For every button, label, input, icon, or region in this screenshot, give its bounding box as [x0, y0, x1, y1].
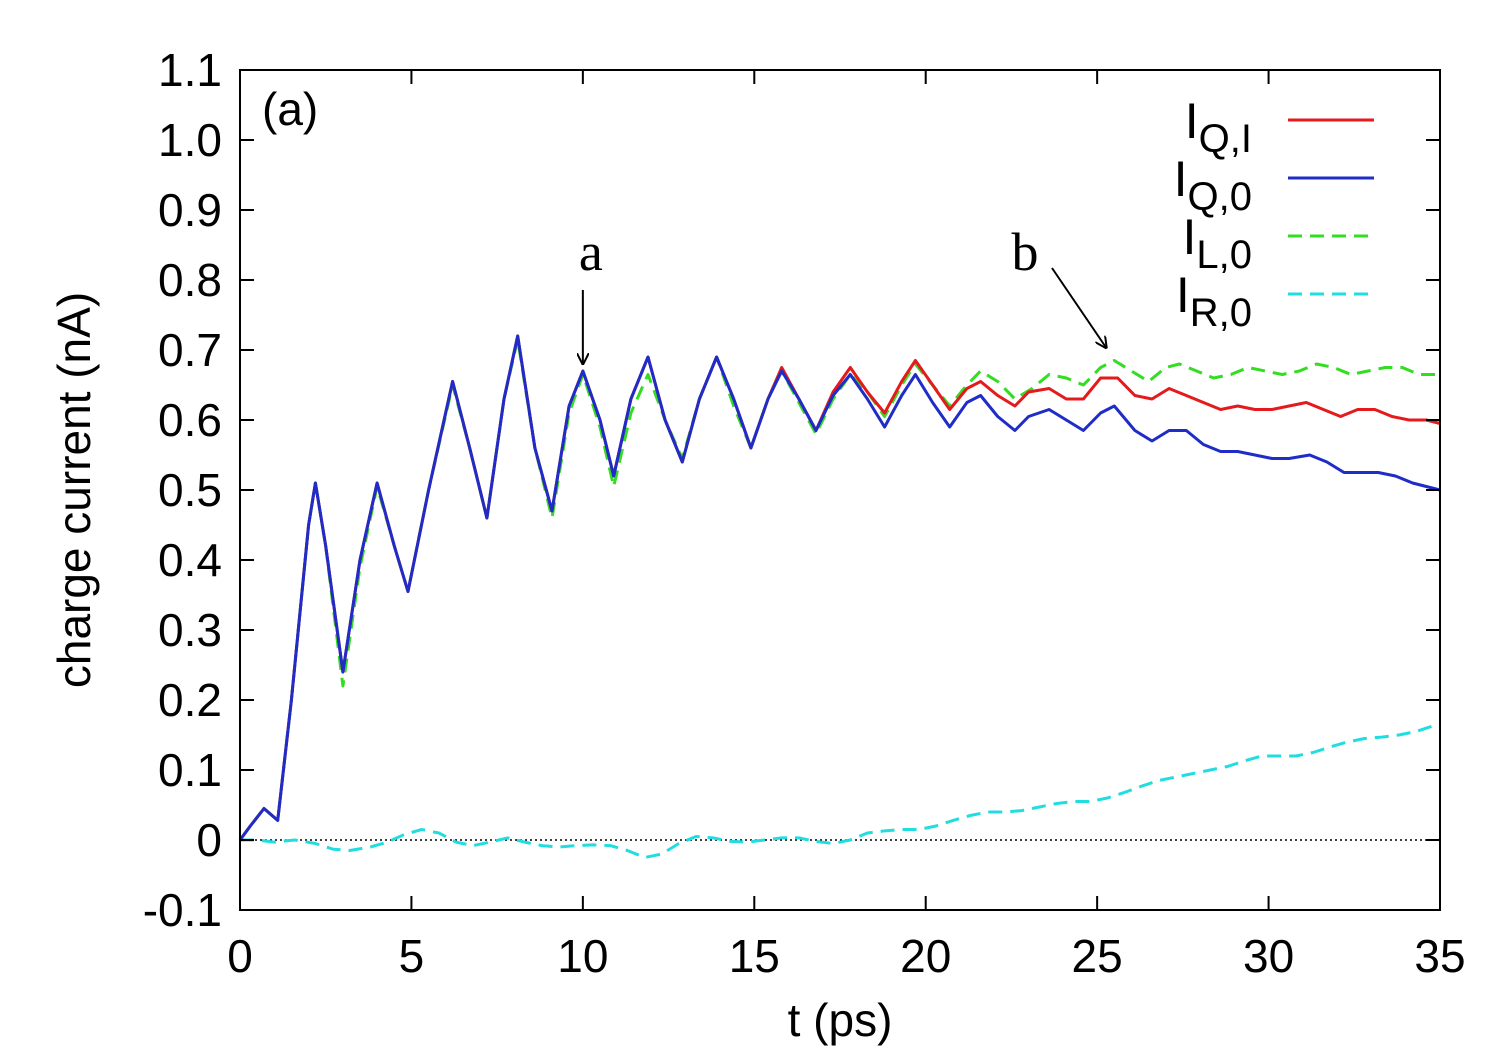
ticks-layer — [239, 69, 1441, 911]
legend-label: IL,0 — [1182, 209, 1252, 277]
tick-labels-layer: 0 5 10 15 20 25 30 35-0.100.10.20.30.40.50.60.7… — [143, 44, 1466, 982]
y-tick-label: 0.4 — [158, 534, 222, 586]
y-tick-label: 0.1 — [158, 744, 222, 796]
y-tick-label: 0.7 — [158, 324, 222, 376]
y-axis-label: charge current (nA) — [48, 292, 100, 688]
series-line-r-0 — [240, 723, 1441, 859]
x-tick-label: 15 — [729, 930, 780, 982]
legend-label: IQ,I — [1185, 93, 1252, 161]
x-tick-label: 25 — [1072, 930, 1123, 982]
series-line-q-0 — [238, 334, 1441, 841]
y-tick-label: 0.2 — [158, 674, 222, 726]
series-line-l-0 — [238, 338, 1440, 841]
series-line-q-i — [238, 334, 1441, 841]
legend-label: IR,0 — [1176, 267, 1252, 335]
legend-label: IQ,0 — [1174, 151, 1252, 219]
y-tick-label: 0.3 — [158, 604, 222, 656]
x-tick-label: 20 — [900, 930, 951, 982]
legend: IQ,IIQ,0IL,0IR,0 — [1174, 93, 1374, 335]
y-tick-label: -0.1 — [143, 884, 222, 936]
x-tick-label: 30 — [1243, 930, 1294, 982]
y-tick-label: 0.5 — [158, 464, 222, 516]
x-tick-label: 0 — [227, 930, 253, 982]
panel-label: (a) — [262, 83, 318, 135]
y-tick-label: 1.1 — [158, 44, 222, 96]
annotation-label-a: a — [579, 222, 603, 282]
annotation-arrow-b — [1051, 267, 1106, 347]
x-tick-label: 35 — [1414, 930, 1465, 982]
y-tick-label: 0 — [196, 814, 222, 866]
y-tick-label: 0.8 — [158, 254, 222, 306]
y-tick-label: 0.9 — [158, 184, 222, 236]
annotation-label-b: b — [1012, 222, 1039, 282]
x-axis-label: t (ps) — [788, 994, 893, 1046]
x-tick-label: 10 — [557, 930, 608, 982]
y-tick-label: 1.0 — [158, 114, 222, 166]
x-tick-label: 5 — [399, 930, 425, 982]
y-tick-label: 0.6 — [158, 394, 222, 446]
series-layer — [238, 334, 1441, 859]
plot-frame — [239, 69, 1441, 911]
